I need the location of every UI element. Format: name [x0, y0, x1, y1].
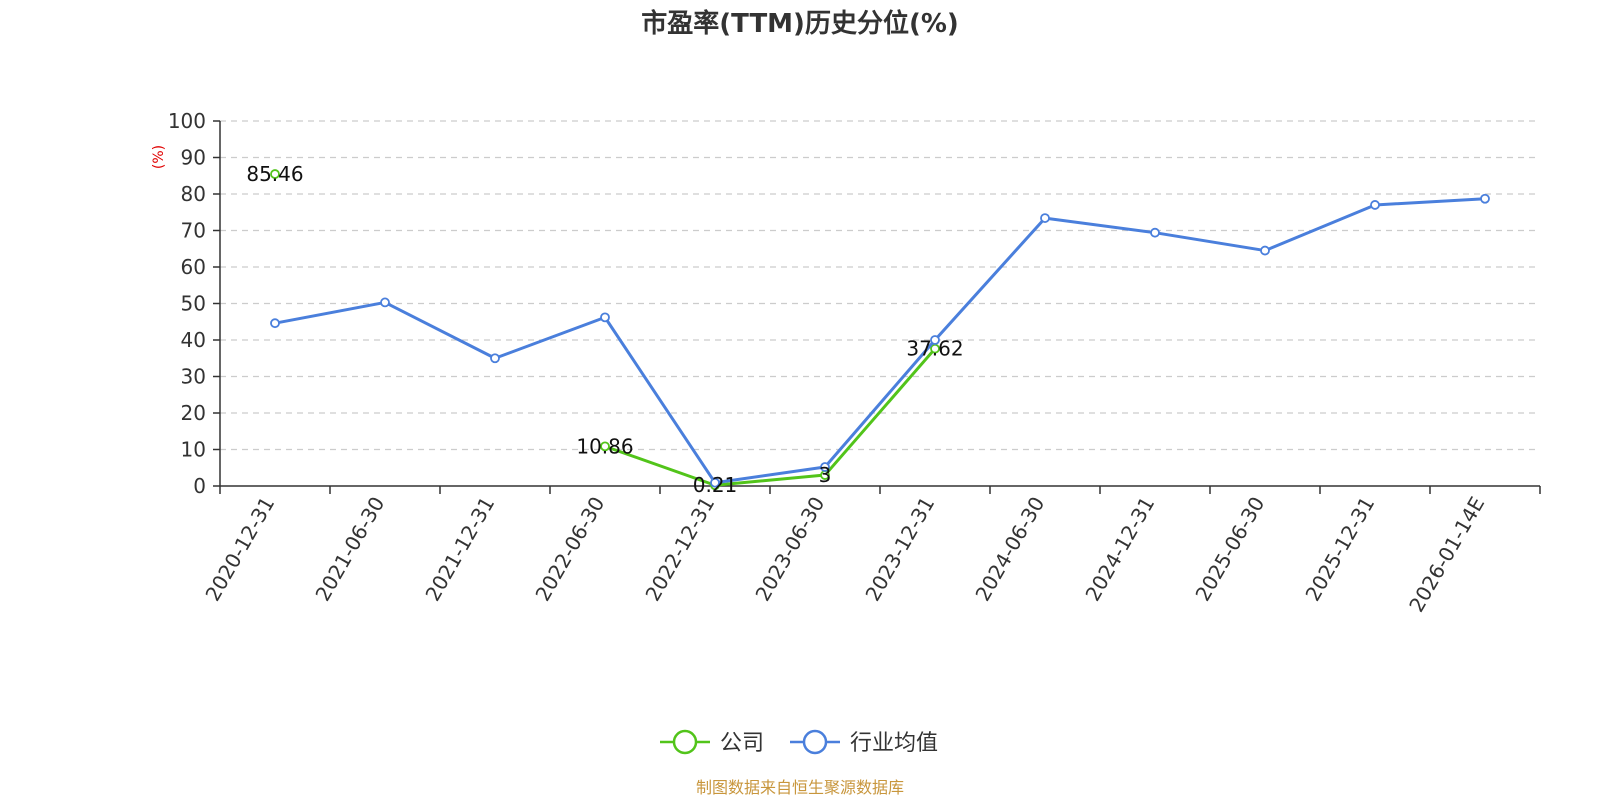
x-tick-label: 2022-12-31 [640, 493, 719, 606]
data-label: 37.62 [906, 337, 963, 361]
y-tick-label: 90 [181, 146, 206, 170]
y-tick-label: 20 [181, 401, 206, 425]
y-axis-unit-label: (%) [151, 145, 167, 169]
y-tick-label: 30 [181, 365, 206, 389]
x-tick-label: 2024-06-30 [970, 493, 1049, 606]
x-tick-label: 2020-12-31 [200, 493, 279, 606]
x-tick-label: 2021-06-30 [310, 493, 389, 606]
y-tick-label: 40 [181, 328, 206, 352]
data-labels: 85.46 10.86 0.21 3 37.62 [246, 162, 963, 497]
y-tick-label: 80 [181, 182, 206, 206]
x-tick-label: 2023-06-30 [750, 493, 829, 606]
legend-marker-0[interactable] [672, 729, 698, 755]
y-tick-label: 100 [168, 109, 206, 133]
x-tick-label: 2025-12-31 [1300, 493, 1379, 606]
series-lines [270, 169, 1490, 491]
x-tick-label: 2026-01-14E [1404, 493, 1489, 617]
data-point-1[interactable] [600, 312, 610, 323]
legend-marker-1[interactable] [802, 729, 828, 755]
axes: 0 10 20 30 40 50 60 70 80 90 100 2020-12-31 2021-06-… [168, 109, 1541, 617]
legend[interactable]: 公司 行业均值 [660, 729, 938, 756]
data-label: 10.86 [576, 434, 633, 458]
data-point-1[interactable] [1370, 200, 1380, 210]
y-tick-label: 70 [181, 219, 206, 243]
source-note: 制图数据来自恒生聚源数据库 [696, 778, 904, 797]
data-point-1[interactable] [490, 353, 500, 364]
data-point-0[interactable] [600, 441, 610, 452]
series-line-0 [604, 347, 937, 487]
chart-title: 市盈率(TTM)历史分位(%) [641, 8, 959, 39]
data-point-1[interactable] [1040, 213, 1050, 223]
data-point-1[interactable] [1480, 193, 1490, 204]
data-label: 3 [819, 463, 832, 487]
x-tick-label: 2023-12-31 [860, 493, 939, 606]
legend-label-1[interactable]: 行业均值 [850, 731, 938, 756]
data-point-0[interactable] [270, 169, 280, 179]
x-tick-label: 2021-12-31 [420, 493, 499, 606]
y-tick-label: 60 [181, 255, 206, 279]
y-tick-label: 0 [193, 474, 206, 498]
x-tick-label: 2022-06-30 [530, 493, 609, 606]
x-tick-label: 2025-06-30 [1190, 493, 1269, 606]
x-tick-label: 2024-12-31 [1080, 493, 1159, 606]
grid-lines [220, 120, 1540, 451]
data-point-1[interactable] [1150, 227, 1160, 238]
data-label: 0.21 [693, 473, 738, 497]
legend-label-0[interactable]: 公司 [720, 731, 764, 756]
y-tick-label: 10 [181, 438, 206, 462]
data-point-1[interactable] [380, 297, 390, 308]
data-point-1[interactable] [1260, 245, 1270, 256]
y-tick-label: 50 [181, 292, 206, 316]
data-point-1[interactable] [270, 318, 280, 329]
series-line-1 [274, 197, 1486, 485]
data-label: 85.46 [246, 162, 303, 186]
data-point-1[interactable] [820, 462, 830, 472]
data-point-1[interactable] [710, 477, 720, 488]
data-point-1[interactable] [930, 335, 940, 345]
